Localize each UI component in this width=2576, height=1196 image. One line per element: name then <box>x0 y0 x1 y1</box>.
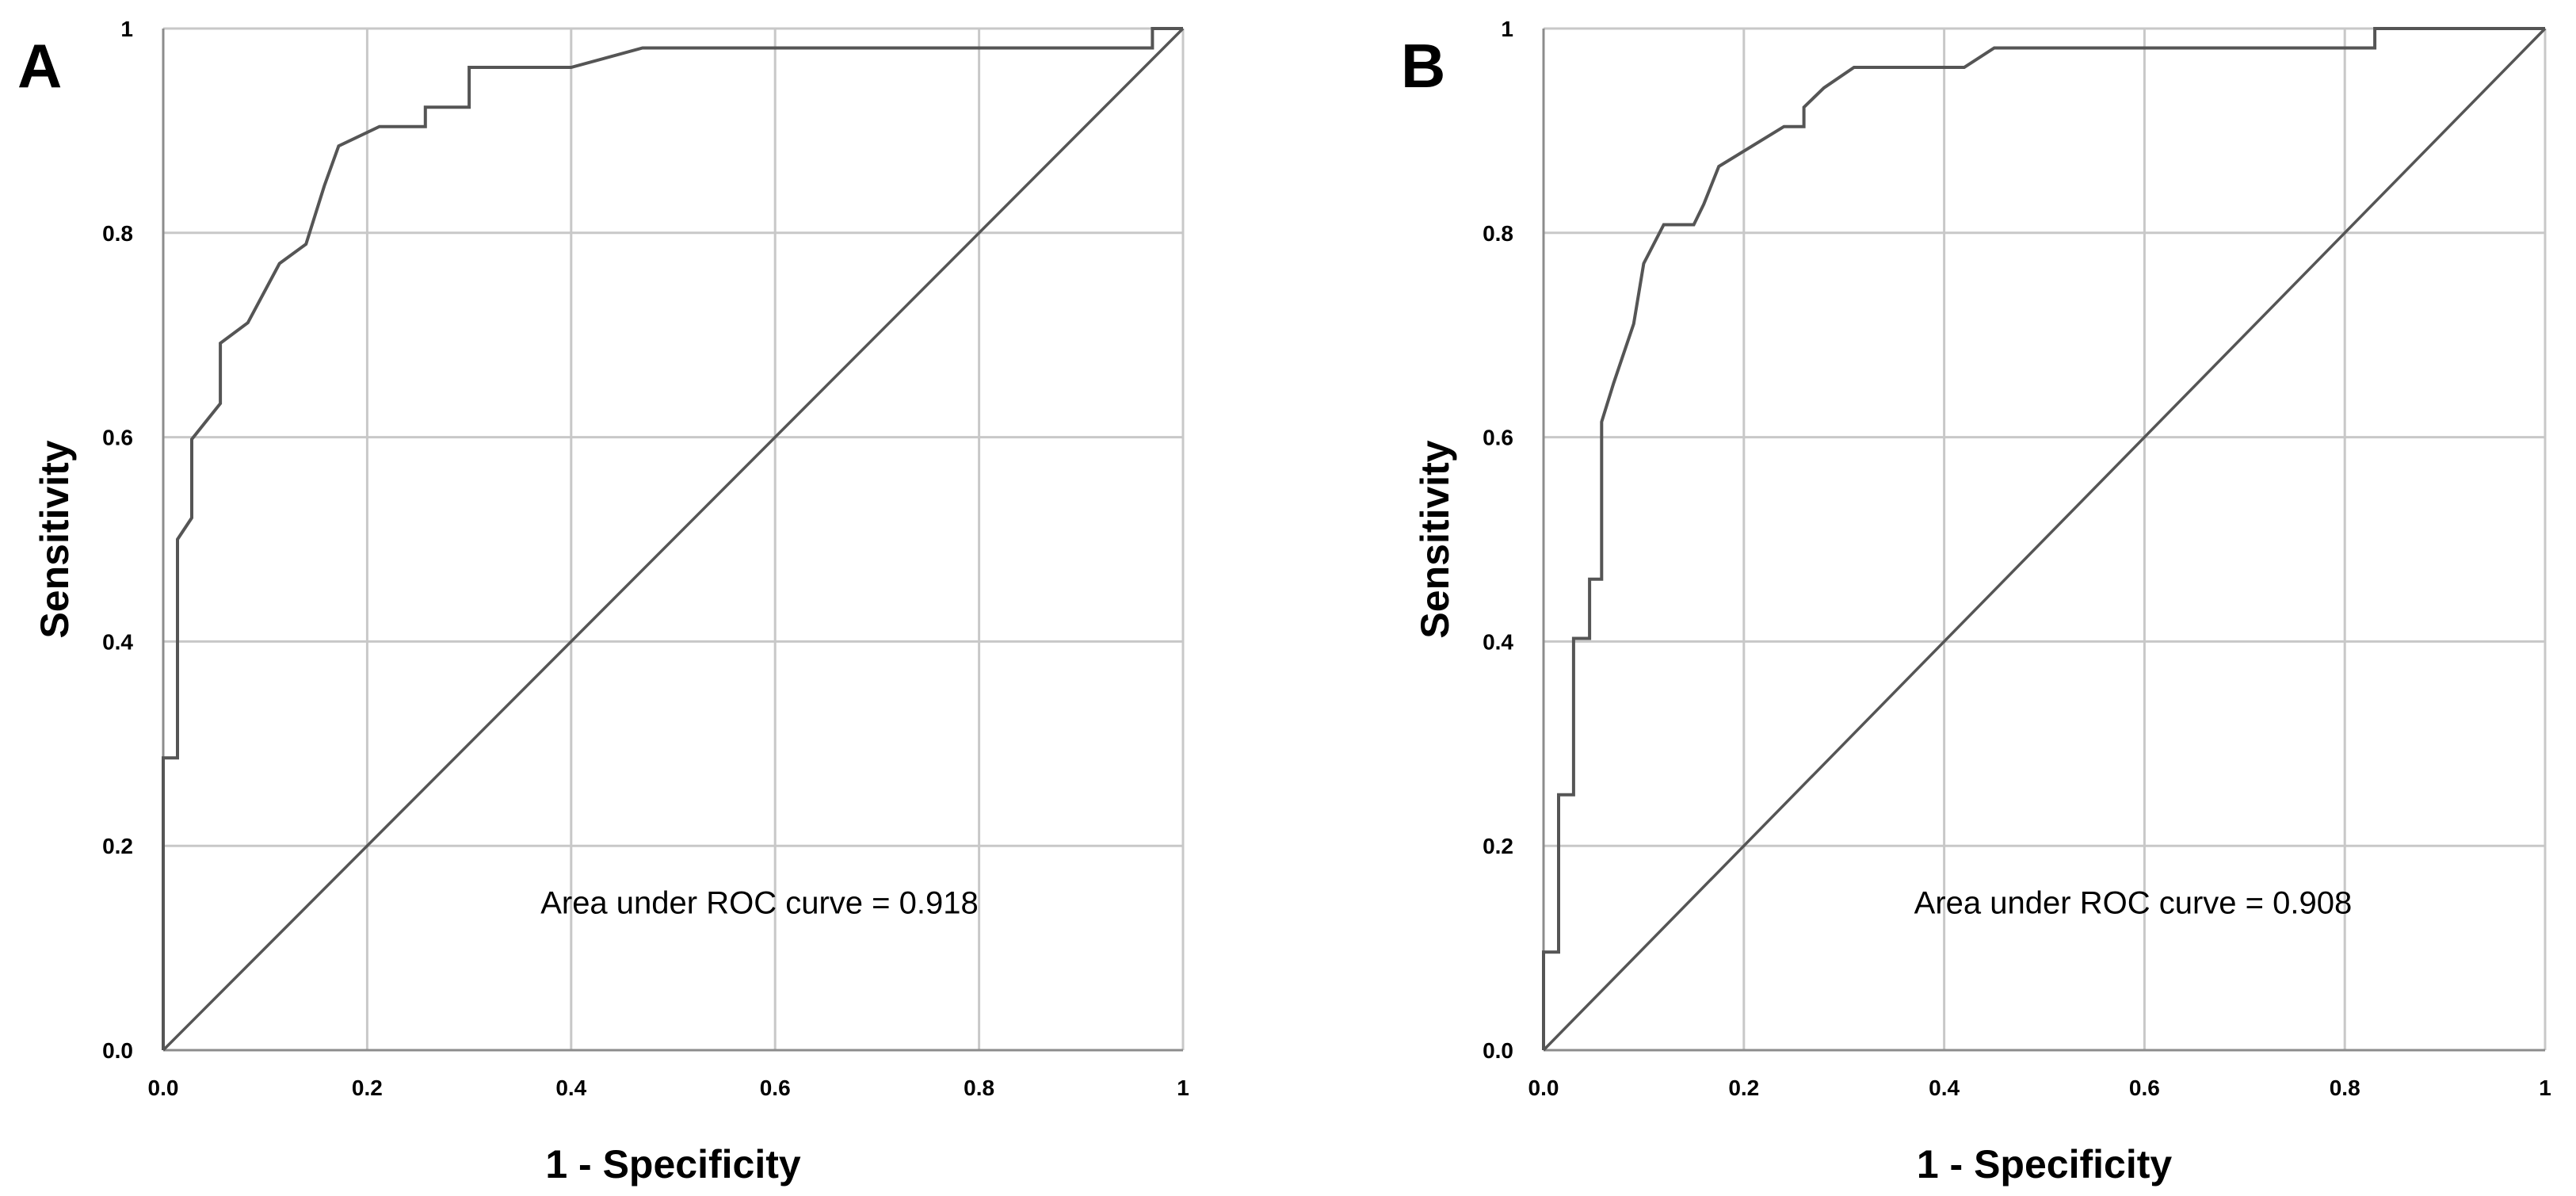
roc-curve-line <box>1542 27 2545 1050</box>
roc-curve-line <box>162 27 1183 1050</box>
roc-panel-a: 0.0 0.2 0.4 0.6 0.8 1 0.0 0.2 0.4 0.6 0.8 1 1 - Spec… <box>17 17 1189 1186</box>
y-axis-title: Sensitivity <box>1413 440 1457 638</box>
gridlines <box>162 27 1185 1052</box>
y-tick-label: 0.4 <box>102 629 133 654</box>
y-tick-label: 0.8 <box>102 221 133 246</box>
auc-annotation: Area under ROC curve = 0.908 <box>1914 885 2353 920</box>
y-tick-label: 1 <box>1501 17 1513 41</box>
y-tick-label: 0.6 <box>102 426 133 450</box>
auc-annotation: Area under ROC curve = 0.918 <box>540 885 979 920</box>
y-tick-label: 0.2 <box>1483 834 1513 858</box>
panel-label: A <box>17 31 62 101</box>
y-tick-label: 0.8 <box>1483 221 1513 246</box>
x-tick-label: 0.6 <box>760 1076 791 1100</box>
x-tick-label: 0.8 <box>2330 1076 2360 1100</box>
x-tick-label: 1 <box>2539 1076 2551 1100</box>
x-tick-label: 0.0 <box>148 1076 179 1100</box>
x-axis-title: 1 - Specificity <box>1917 1142 2173 1186</box>
reference-diagonal-line <box>1542 27 2547 1052</box>
x-tick-label: 0.4 <box>555 1076 586 1100</box>
y-axis-title: Sensitivity <box>32 440 77 638</box>
y-tick-label: 0.6 <box>1483 426 1513 450</box>
x-tick-label: 1 <box>1177 1076 1189 1100</box>
x-tick-label: 0.0 <box>1528 1076 1559 1100</box>
reference-diagonal-line <box>162 27 1185 1052</box>
y-tick-label: 0.0 <box>1483 1038 1513 1063</box>
panel-label: B <box>1401 31 1445 101</box>
roc-panel-b: 0.0 0.2 0.4 0.6 0.8 1 0.0 0.2 0.4 0.6 0.8 1 1 - Spec… <box>1401 17 2551 1186</box>
x-tick-label: 0.6 <box>2129 1076 2160 1100</box>
y-tick-label: 0.2 <box>102 834 133 858</box>
x-tick-label: 0.4 <box>1929 1076 1960 1100</box>
x-axis-title: 1 - Specificity <box>545 1142 801 1186</box>
y-tick-label: 0.0 <box>102 1038 133 1063</box>
y-tick-label: 1 <box>120 17 133 41</box>
x-tick-label: 0.8 <box>964 1076 994 1100</box>
x-tick-label: 0.2 <box>1728 1076 1759 1100</box>
y-tick-label: 0.4 <box>1483 629 1513 654</box>
x-tick-label: 0.2 <box>352 1076 383 1100</box>
